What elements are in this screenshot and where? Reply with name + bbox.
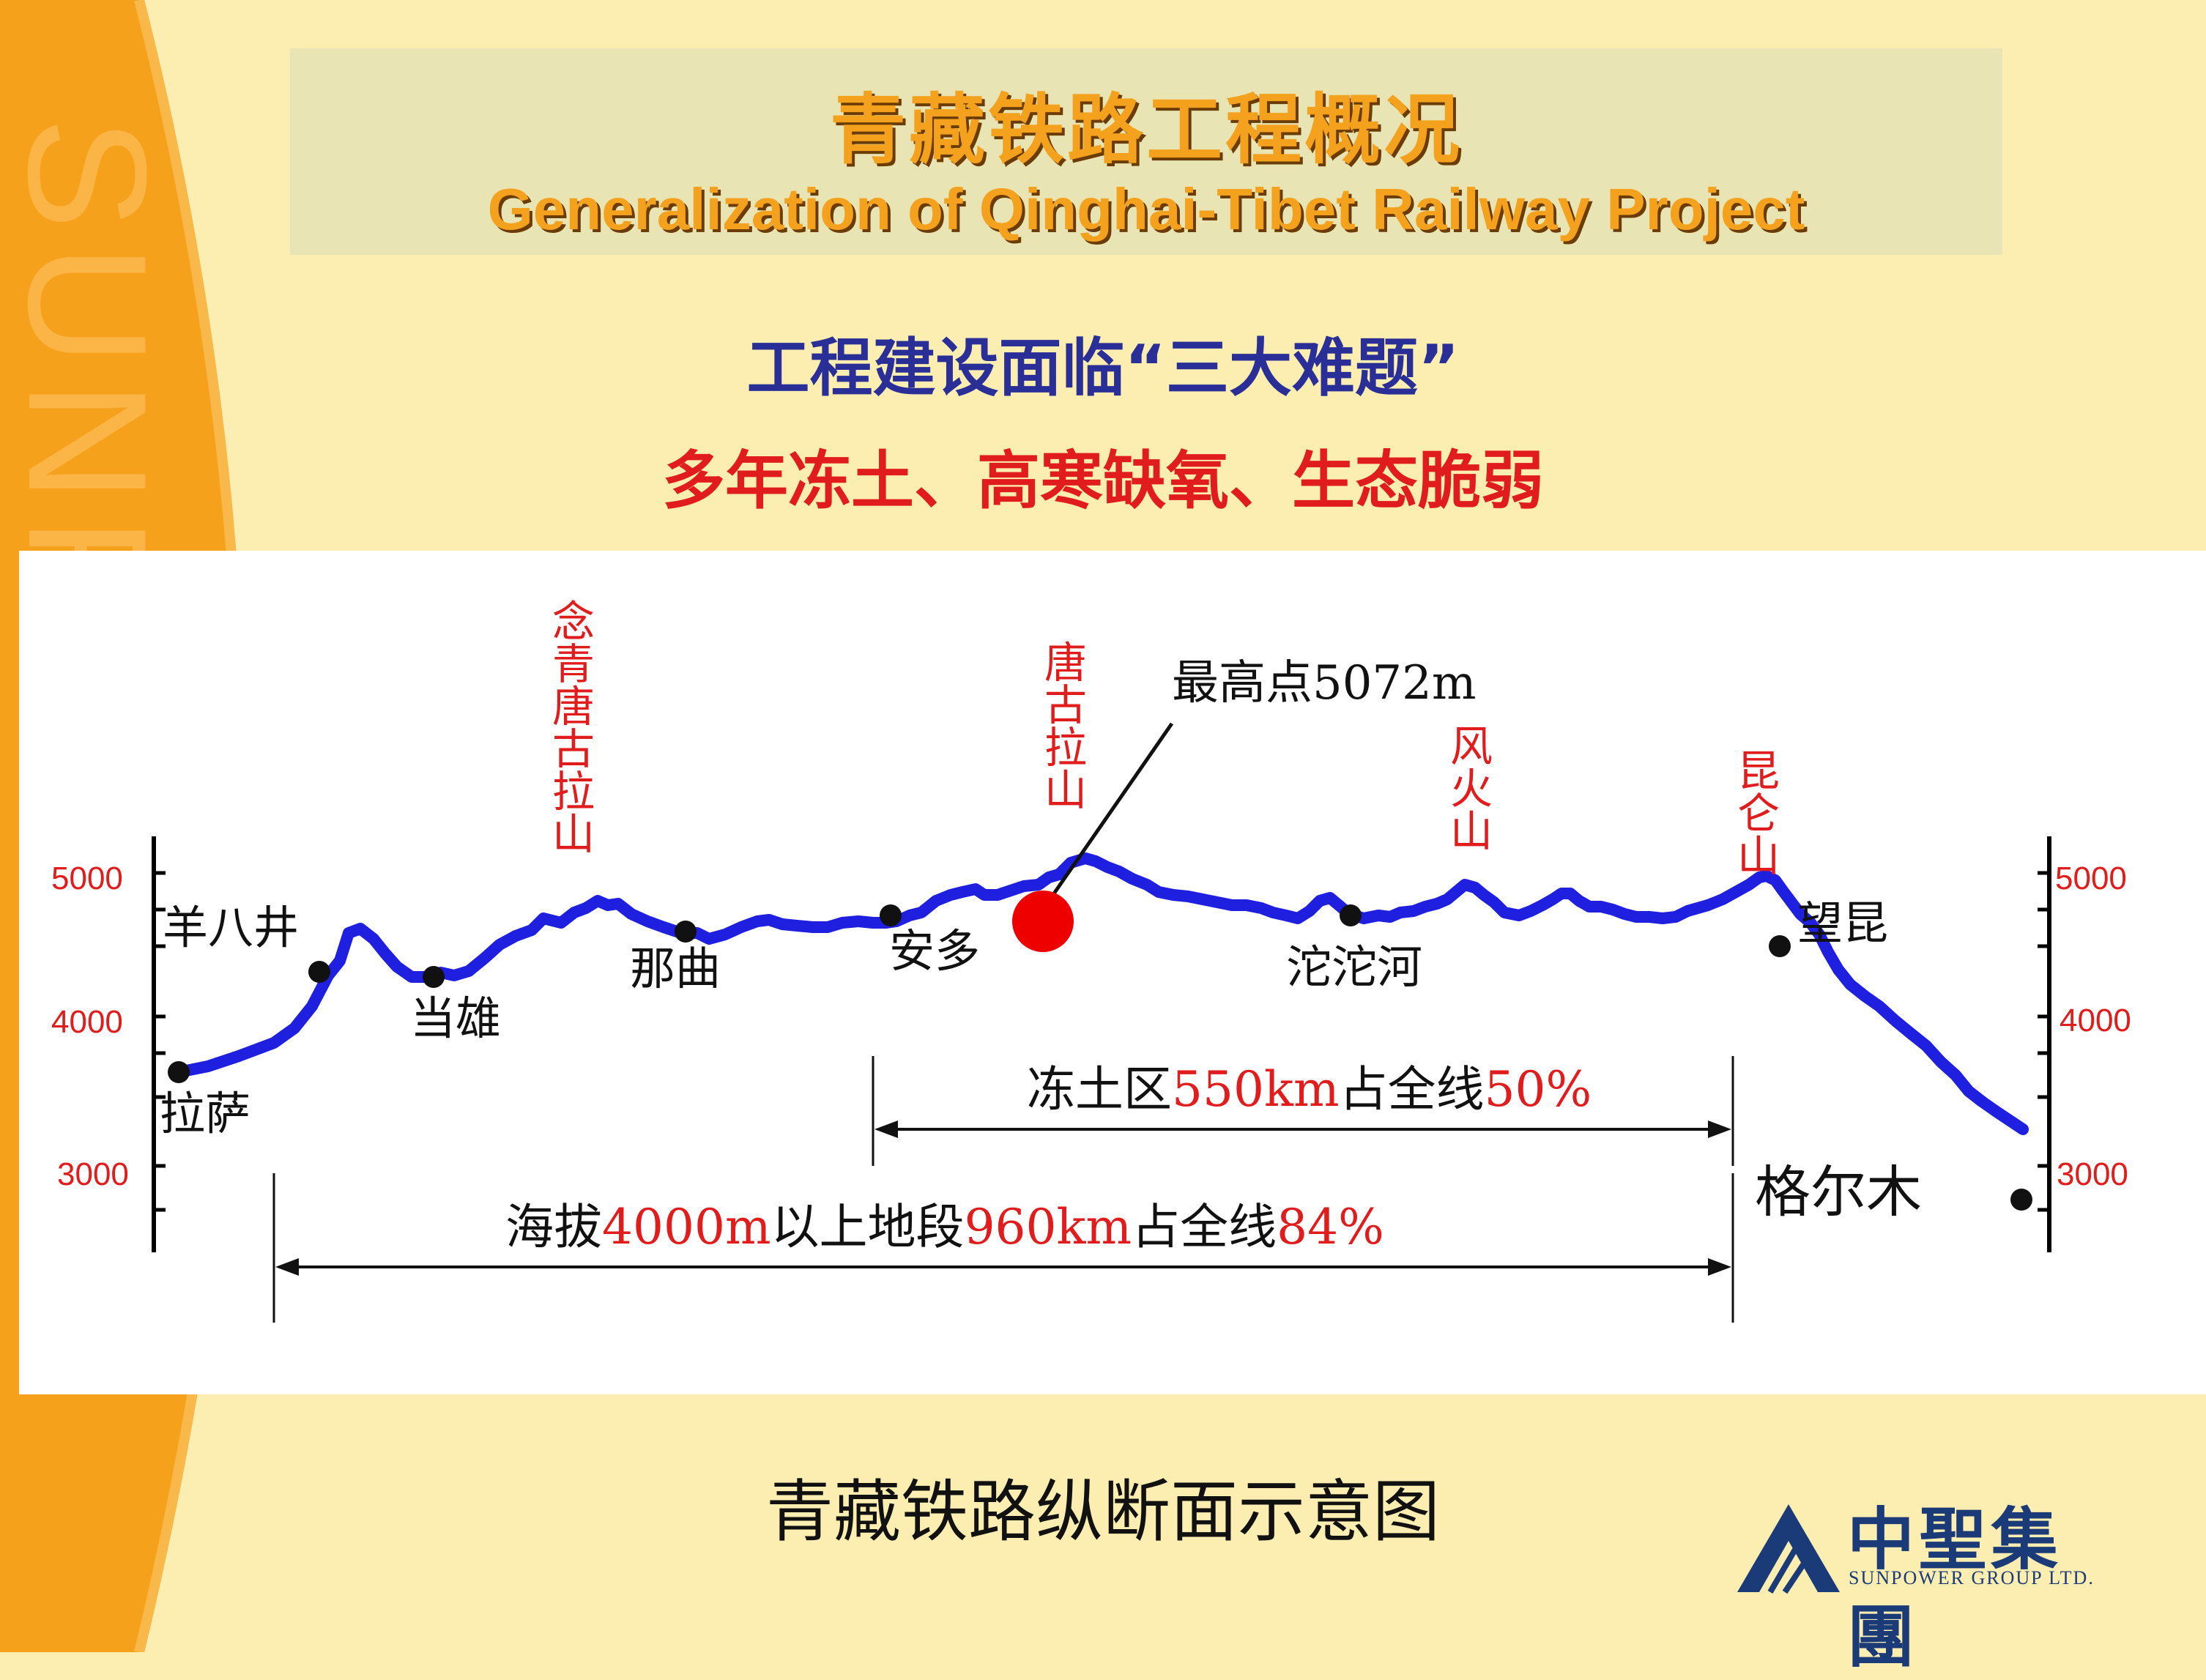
subtitle: 工程建设面临“三大难题” bbox=[746, 332, 1460, 405]
altitude-arrow-left bbox=[275, 1258, 299, 1276]
mountain-label-nyenchen-tanglha: 念青唐古拉山 bbox=[545, 599, 595, 854]
station-label-geermu: 格尔木 bbox=[1755, 1159, 1922, 1224]
station-label-dangxiong: 当雄 bbox=[410, 992, 501, 1045]
page-title: 青藏铁路工程概况 bbox=[829, 84, 1463, 174]
right-tick-5000: 5000 bbox=[2055, 861, 2127, 896]
station-label-naqu: 那曲 bbox=[630, 942, 721, 995]
station-marker-naqu bbox=[675, 921, 697, 943]
station-marker-wangkun bbox=[1769, 935, 1791, 957]
permafrost-arrow-left bbox=[874, 1120, 898, 1138]
right-tick-3000: 3000 bbox=[2057, 1156, 2128, 1192]
mountain-label-tanggula: 唐古拉山 bbox=[1037, 640, 1087, 810]
station-marker-lhasa bbox=[168, 1061, 190, 1083]
highest-point-label: 最高点5072m bbox=[1172, 656, 1477, 710]
station-marker-anduo bbox=[880, 904, 902, 926]
challenges-text: 多年冻土、高寒缺氧、生态脆弱 bbox=[662, 445, 1544, 518]
station-marker-geermu bbox=[2010, 1189, 2032, 1211]
permafrost-arrow-right bbox=[1708, 1120, 1731, 1138]
station-label-yangbajing: 羊八井 bbox=[163, 901, 299, 954]
station-label-wangkun: 望昆 bbox=[1797, 896, 1888, 950]
station-label-anduo: 安多 bbox=[889, 924, 980, 978]
station-markers bbox=[168, 904, 2032, 1211]
title-banner: 青藏铁路工程概况 Generalization of Qinghai-Tibet… bbox=[290, 48, 2002, 255]
highest-point-marker bbox=[1012, 891, 1074, 952]
station-marker-dangxiong bbox=[423, 966, 445, 988]
high-altitude-annotation: 海拔4000m以上地段960km占全线84% bbox=[505, 1199, 1384, 1255]
highest-point-pointer bbox=[1044, 722, 1174, 907]
left-tick-4000: 4000 bbox=[51, 1004, 123, 1040]
page-title-english: Generalization of Qinghai-Tibet Railway … bbox=[487, 176, 1805, 242]
altitude-arrow-right bbox=[1708, 1258, 1731, 1276]
logo-mountain-icon bbox=[1737, 1504, 1840, 1594]
mountain-label-kunlun: 昆仑山 bbox=[1730, 748, 1780, 876]
right-tick-4000: 4000 bbox=[2060, 1003, 2131, 1038]
station-label-tuotuohe: 沱沱河 bbox=[1286, 940, 1422, 994]
railway-route-line bbox=[173, 852, 2029, 1135]
logo-english-name: SUNPOWER GROUP LTD. bbox=[1849, 1567, 2095, 1588]
left-tick-3000: 3000 bbox=[57, 1156, 129, 1192]
station-marker-yangbajing bbox=[308, 961, 330, 983]
railway-profile-diagram: 5000 4000 3000 5000 4000 3000 拉萨 羊八井 当雄 … bbox=[19, 551, 2206, 1394]
axis-labels: 5000 4000 3000 5000 4000 3000 bbox=[51, 861, 2131, 1192]
diagram-caption: 青藏铁路纵断面示意图 bbox=[765, 1473, 1440, 1551]
station-label-lhasa: 拉萨 bbox=[160, 1087, 250, 1140]
company-logo: 中聖集團 SUNPOWER GROUP LTD. bbox=[1730, 1485, 2125, 1676]
left-tick-5000: 5000 bbox=[51, 861, 123, 896]
mountain-label-fenghuo: 风火山 bbox=[1443, 724, 1493, 851]
axis-tick-marks bbox=[154, 871, 2049, 1212]
permafrost-annotation: 冻土区550km占全线50% bbox=[1027, 1061, 1592, 1118]
station-marker-tuotuohe bbox=[1340, 904, 1362, 926]
